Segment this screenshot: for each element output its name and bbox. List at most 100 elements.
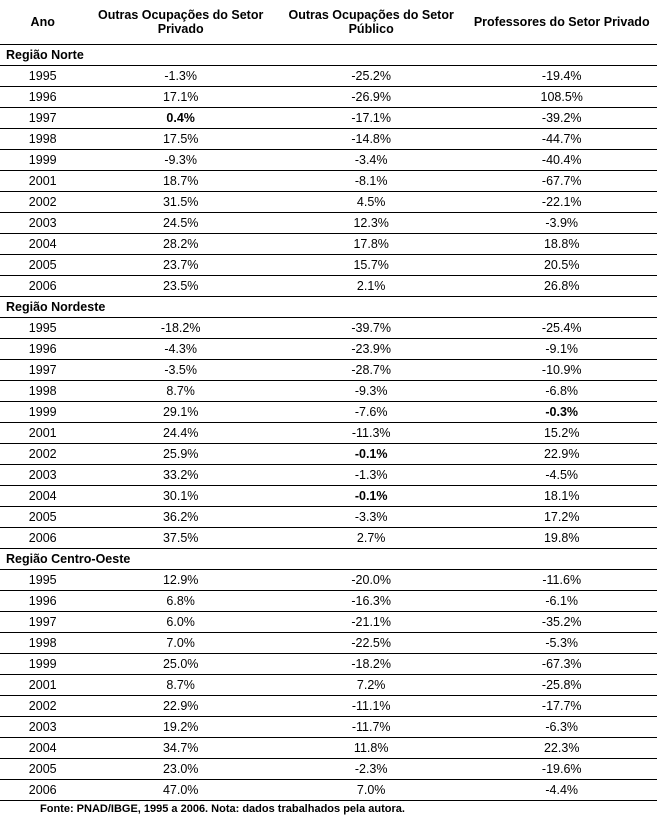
cell-col3: -25.4% [466, 318, 657, 339]
table-row: 199817.5%-14.8%-44.7% [0, 129, 657, 150]
cell-ano: 2002 [0, 696, 85, 717]
header-ano: Ano [0, 0, 85, 45]
cell-col3: -39.2% [466, 108, 657, 129]
cell-col1: 7.0% [85, 633, 276, 654]
cell-col3: -9.1% [466, 339, 657, 360]
cell-col1: 29.1% [85, 402, 276, 423]
cell-ano: 1999 [0, 150, 85, 171]
cell-col3: 17.2% [466, 507, 657, 528]
cell-col1: 6.0% [85, 612, 276, 633]
cell-col2: -26.9% [276, 87, 467, 108]
cell-col2: -9.3% [276, 381, 467, 402]
cell-col3: 22.3% [466, 738, 657, 759]
footnote: Fonte: PNAD/IBGE, 1995 a 2006. Nota: dad… [0, 801, 657, 815]
cell-col3: 18.8% [466, 234, 657, 255]
cell-col1: 23.5% [85, 276, 276, 297]
cell-ano: 1998 [0, 129, 85, 150]
cell-col3: -11.6% [466, 570, 657, 591]
cell-col2: -17.1% [276, 108, 467, 129]
cell-col3: -19.6% [466, 759, 657, 780]
cell-ano: 1998 [0, 381, 85, 402]
cell-col2: -23.9% [276, 339, 467, 360]
table-row: 19966.8%-16.3%-6.1% [0, 591, 657, 612]
cell-col3: -67.7% [466, 171, 657, 192]
cell-col2: 2.7% [276, 528, 467, 549]
header-col2: Outras Ocupações do Setor Público [276, 0, 467, 45]
cell-ano: 2003 [0, 465, 85, 486]
table-row: 200118.7%-8.1%-67.7% [0, 171, 657, 192]
cell-col2: -18.2% [276, 654, 467, 675]
cell-col1: 31.5% [85, 192, 276, 213]
cell-ano: 1996 [0, 87, 85, 108]
cell-col3: 22.9% [466, 444, 657, 465]
cell-ano: 1995 [0, 318, 85, 339]
cell-col3: -0.3% [466, 402, 657, 423]
cell-col3: -19.4% [466, 66, 657, 87]
cell-col3: -10.9% [466, 360, 657, 381]
region-name: Região Centro-Oeste [0, 549, 657, 570]
table-row: 200523.7%15.7%20.5% [0, 255, 657, 276]
cell-ano: 2005 [0, 507, 85, 528]
table-row: 200333.2%-1.3%-4.5% [0, 465, 657, 486]
cell-ano: 1997 [0, 108, 85, 129]
table-row: 200623.5%2.1%26.8% [0, 276, 657, 297]
cell-ano: 1999 [0, 402, 85, 423]
cell-col2: 11.8% [276, 738, 467, 759]
cell-col1: -3.5% [85, 360, 276, 381]
cell-col2: -20.0% [276, 570, 467, 591]
cell-ano: 2006 [0, 780, 85, 801]
cell-col2: -2.3% [276, 759, 467, 780]
cell-col2: 12.3% [276, 213, 467, 234]
cell-ano: 2001 [0, 171, 85, 192]
cell-col1: 36.2% [85, 507, 276, 528]
cell-col3: -6.8% [466, 381, 657, 402]
table-row: 200124.4%-11.3%15.2% [0, 423, 657, 444]
cell-ano: 2006 [0, 276, 85, 297]
cell-col3: -35.2% [466, 612, 657, 633]
cell-col3: -6.3% [466, 717, 657, 738]
cell-col2: 17.8% [276, 234, 467, 255]
cell-col2: -11.3% [276, 423, 467, 444]
cell-col1: 34.7% [85, 738, 276, 759]
cell-ano: 2006 [0, 528, 85, 549]
cell-col2: -7.6% [276, 402, 467, 423]
cell-col3: -17.7% [466, 696, 657, 717]
cell-ano: 2002 [0, 192, 85, 213]
header-col1: Outras Ocupações do Setor Privado [85, 0, 276, 45]
cell-col2: 7.0% [276, 780, 467, 801]
cell-col2: -11.1% [276, 696, 467, 717]
cell-col2: -8.1% [276, 171, 467, 192]
table-row: 200231.5%4.5%-22.1% [0, 192, 657, 213]
cell-col2: -39.7% [276, 318, 467, 339]
cell-col1: 30.1% [85, 486, 276, 507]
data-table: Ano Outras Ocupações do Setor Privado Ou… [0, 0, 657, 801]
cell-ano: 1997 [0, 612, 85, 633]
cell-ano: 2001 [0, 675, 85, 696]
cell-col3: -3.9% [466, 213, 657, 234]
cell-col1: 28.2% [85, 234, 276, 255]
cell-col1: 22.9% [85, 696, 276, 717]
table-row: 200647.0%7.0%-4.4% [0, 780, 657, 801]
cell-col3: -4.4% [466, 780, 657, 801]
cell-col2: -14.8% [276, 129, 467, 150]
table-row: 1996-4.3%-23.9%-9.1% [0, 339, 657, 360]
region-header: Região Norte [0, 45, 657, 66]
cell-col1: 6.8% [85, 591, 276, 612]
cell-col1: 0.4% [85, 108, 276, 129]
table-row: 200430.1%-0.1%18.1% [0, 486, 657, 507]
cell-col3: -40.4% [466, 150, 657, 171]
cell-ano: 2001 [0, 423, 85, 444]
cell-ano: 1995 [0, 570, 85, 591]
cell-ano: 2005 [0, 759, 85, 780]
table-row: 1995-18.2%-39.7%-25.4% [0, 318, 657, 339]
cell-col2: -0.1% [276, 486, 467, 507]
cell-col3: 20.5% [466, 255, 657, 276]
cell-col2: -0.1% [276, 444, 467, 465]
cell-col1: 19.2% [85, 717, 276, 738]
cell-ano: 2002 [0, 444, 85, 465]
cell-col3: 26.8% [466, 276, 657, 297]
cell-col3: 15.2% [466, 423, 657, 444]
table-row: 19970.4%-17.1%-39.2% [0, 108, 657, 129]
cell-col1: 12.9% [85, 570, 276, 591]
cell-col2: -3.4% [276, 150, 467, 171]
